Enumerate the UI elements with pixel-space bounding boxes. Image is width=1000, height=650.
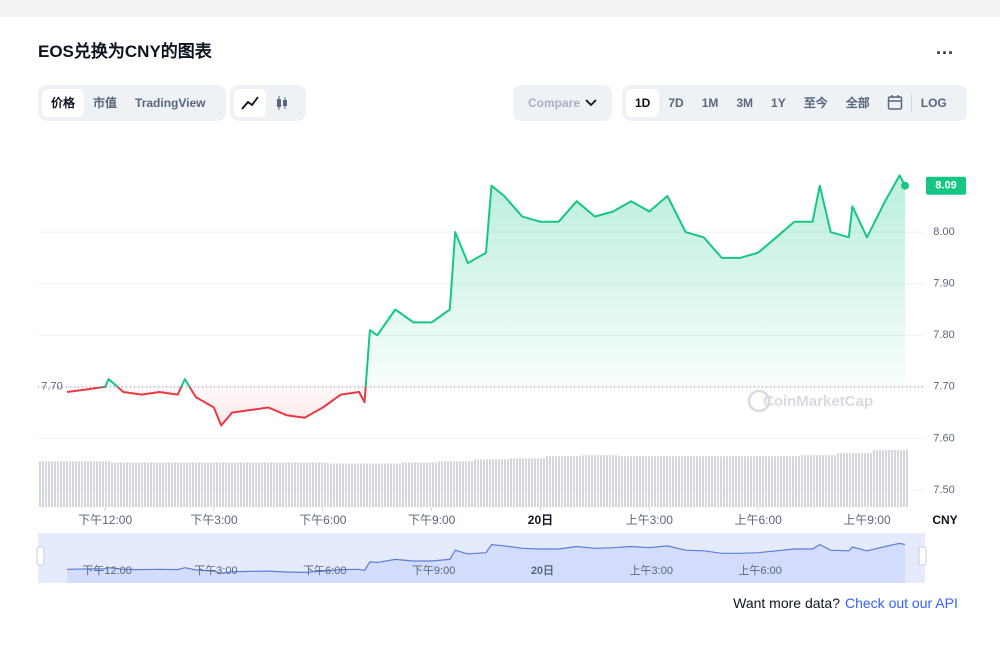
navigator-area [67, 543, 906, 583]
calendar-icon [887, 95, 902, 110]
x-tick-label: 上午3:00 [626, 513, 674, 527]
volume-bar [219, 462, 256, 507]
volume-bar [291, 462, 329, 507]
x-tick-label: 上午6:00 [734, 513, 782, 527]
candle-style-button[interactable] [266, 89, 298, 117]
range-button[interactable]: 7D [668, 96, 684, 110]
volume-bar [364, 463, 401, 507]
last-point [901, 181, 910, 190]
y-tick-label: 7.50 [933, 484, 954, 496]
price-line [66, 174, 906, 427]
volume-bar [183, 462, 220, 507]
log-button[interactable]: LOG [920, 96, 947, 110]
volume-bar [38, 461, 75, 507]
tab[interactable]: TradingView [135, 96, 206, 110]
volume-bar [473, 459, 510, 507]
volume-bar [255, 462, 292, 507]
volume-bar [74, 461, 111, 507]
x-tick-label: 下午3:00 [190, 513, 238, 527]
reference-label: 7.70 [41, 381, 62, 393]
range-group: 1D 7D 1M 3M 1Y 至今 全部 LOG [622, 85, 967, 121]
range-button[interactable]: 3M [736, 96, 754, 110]
compare-label: Compare [528, 96, 581, 110]
compare-dropdown[interactable]: Compare [513, 85, 612, 121]
y-tick-label: 7.90 [933, 278, 954, 290]
volume-bar [400, 462, 438, 507]
range-button[interactable]: 1M [701, 96, 719, 110]
footer-prompt: Want more data? [733, 595, 840, 611]
volume-bar [328, 463, 365, 507]
divider [910, 94, 912, 112]
x-tick-label: 下午6:00 [299, 513, 347, 527]
volume-bar [654, 456, 692, 507]
y-tick-label: 8.00 [933, 226, 954, 238]
watermark: CoinMarketCap [763, 393, 873, 410]
x-tick-label: 下午12:00 [78, 513, 132, 527]
navigator-handle [36, 546, 45, 566]
range-button[interactable]: 全部 [845, 96, 870, 110]
x-tick-label: 下午9:00 [408, 513, 456, 527]
api-link[interactable]: Check out our API [845, 595, 958, 611]
volume-bar [799, 455, 837, 507]
title: EOS兑换为CNY的图表 [38, 42, 212, 61]
navigator-label: 下午6:00 [303, 564, 346, 577]
tab[interactable]: 市值 [93, 96, 118, 110]
chart-style-group [230, 85, 306, 121]
price-area [67, 175, 906, 426]
chevron [585, 99, 597, 107]
line-style-button[interactable] [234, 89, 266, 117]
volume-bar [618, 456, 655, 507]
navigator-label: 下午12:00 [82, 564, 132, 577]
navigator-line [66, 542, 906, 574]
range-button[interactable]: 至今 [803, 96, 828, 110]
volume-bar [545, 456, 583, 507]
more-menu[interactable]: ... [936, 38, 955, 58]
volume-bar [110, 462, 147, 507]
calendar-button[interactable] [879, 89, 911, 117]
y-tick-label: 7.70 [933, 381, 954, 393]
volume-bar [727, 456, 764, 507]
tab-group: 价格 市值 TradingView [38, 85, 226, 121]
price-badge-label: 8.09 [935, 180, 956, 192]
volume-bar [691, 456, 728, 507]
volume-bar [836, 453, 873, 507]
volume-bar [872, 450, 909, 507]
x-tick-label: 上午9:00 [843, 513, 891, 527]
watermark-logo [747, 389, 771, 413]
navigator-label: 上午3:00 [630, 564, 673, 577]
line-icon [241, 96, 259, 110]
range-button[interactable]: 1D [626, 89, 660, 117]
price-badge [926, 176, 966, 195]
navigator-label: 20日 [531, 564, 554, 577]
candle-icon [277, 96, 287, 110]
volume-bar [509, 458, 546, 507]
navigator-handle [918, 546, 927, 566]
navigator-label: 下午3:00 [194, 564, 237, 577]
y-tick-label: 7.80 [933, 329, 954, 341]
volume-bar [437, 461, 474, 507]
range-button[interactable]: 1Y [771, 96, 786, 110]
volume-bar [763, 456, 800, 507]
x-tick-label: 20日 [528, 513, 553, 527]
volume-bar [146, 462, 184, 507]
navigator-label: 上午6:00 [738, 564, 781, 577]
y-tick-label: 7.60 [933, 432, 954, 444]
currency-label: CNY [932, 513, 957, 527]
navigator-label: 下午9:00 [412, 564, 455, 577]
volume-bar [582, 455, 619, 507]
tab[interactable]: 价格 [42, 89, 85, 117]
